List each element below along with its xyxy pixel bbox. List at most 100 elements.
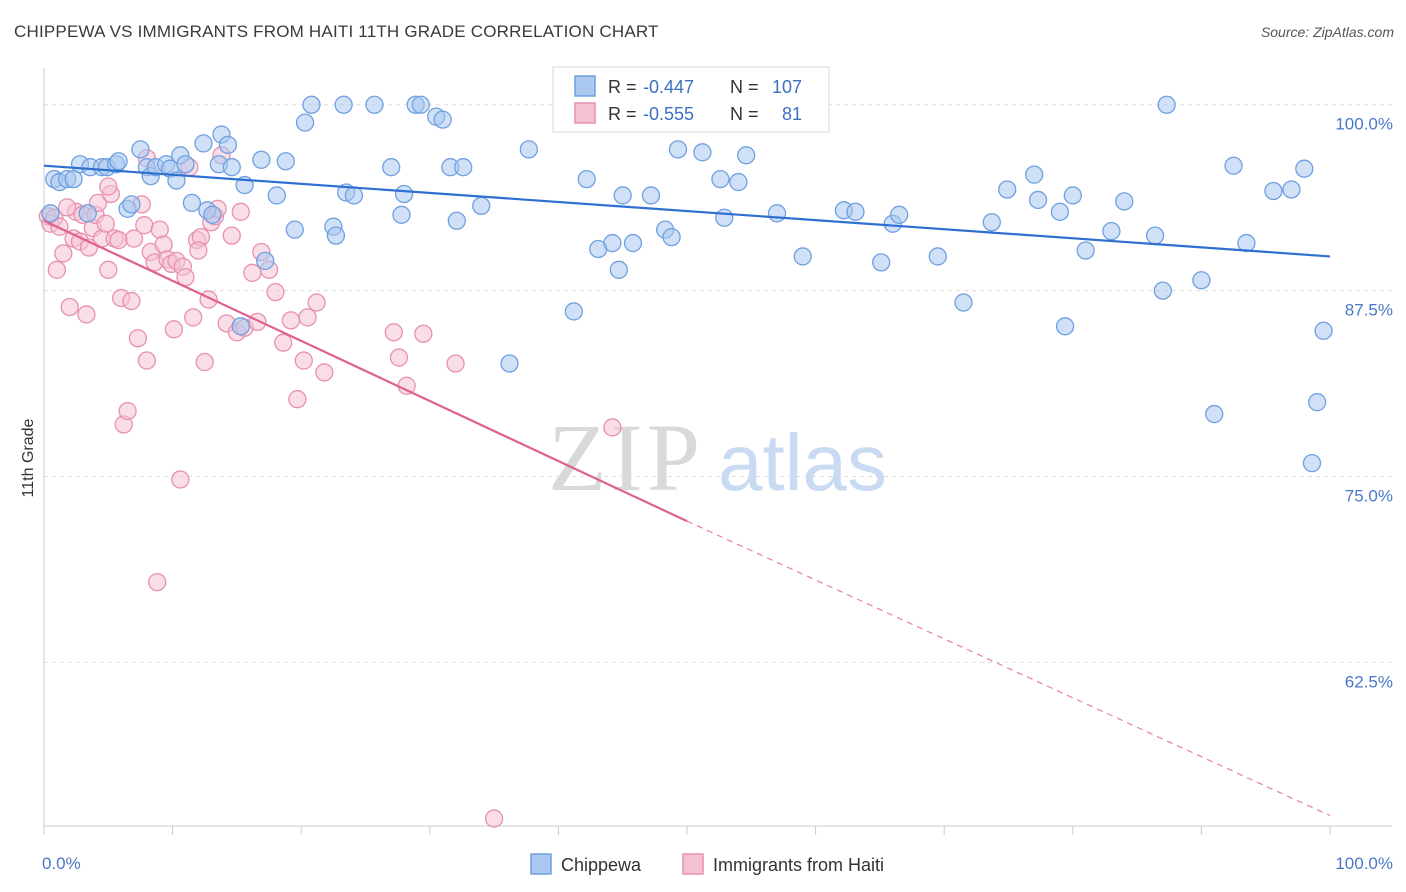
chart-title: CHIPPEWA VS IMMIGRANTS FROM HAITI 11TH G… — [14, 22, 659, 41]
haiti-point-34 — [150, 220, 169, 239]
watermark-atlas: atlas — [718, 418, 887, 507]
chippewa-point-75 — [767, 204, 787, 223]
chippewa-point-24 — [194, 134, 213, 153]
chippewa-point-29 — [218, 135, 238, 155]
chippewa-point-31 — [231, 317, 250, 336]
haiti-point-6 — [60, 297, 79, 317]
legend-n-value-chippewa: 107 — [772, 77, 802, 97]
chippewa-point-45 — [365, 95, 384, 114]
legend-n-value-haiti: 81 — [782, 104, 802, 124]
chippewa-point-92 — [1102, 221, 1121, 241]
haiti-point-3 — [47, 260, 67, 279]
haiti-point-24 — [118, 401, 137, 421]
y-tick-label-3: 62.5% — [1345, 672, 1393, 691]
haiti-point-38 — [164, 320, 184, 339]
legend-r-value-chippewa: -0.447 — [643, 77, 694, 97]
chippewa-point-42 — [334, 95, 353, 114]
legend-box — [552, 66, 830, 133]
haiti-point-66 — [294, 351, 313, 370]
haiti-point-25 — [122, 291, 141, 311]
haiti-point-47 — [195, 352, 214, 372]
chippewa-point-73 — [729, 172, 748, 192]
legend-n-label-haiti: N = — [730, 104, 759, 124]
x-tick-label-1: 100.0% — [1335, 854, 1393, 873]
haiti-point-11 — [77, 305, 96, 324]
chippewa-point-6 — [78, 204, 97, 223]
haiti-point-65 — [288, 390, 307, 409]
chippewa-point-79 — [872, 253, 891, 272]
haiti-point-64 — [281, 311, 301, 330]
axes — [43, 68, 1392, 835]
series-legend-swatch-haiti — [682, 853, 704, 875]
chippewa-point-102 — [1282, 180, 1301, 199]
chippewa-point-30 — [222, 158, 241, 177]
chippewa-point-14 — [131, 140, 150, 159]
series-haiti-points — [38, 146, 622, 828]
chippewa-point-104 — [1302, 453, 1322, 473]
chippewa-point-50 — [411, 95, 430, 114]
chippewa-point-96 — [1157, 95, 1176, 114]
y-tick-label-2: 75.0% — [1345, 487, 1393, 506]
chippewa-point-55 — [454, 158, 473, 177]
chippewa-point-86 — [1025, 165, 1044, 184]
chippewa-point-57 — [500, 354, 519, 373]
chippewa-point-41 — [326, 226, 346, 245]
haiti-point-26 — [124, 229, 144, 248]
series-legend-swatch-chippewa — [530, 853, 552, 875]
chippewa-point-26 — [203, 205, 222, 224]
chippewa-point-35 — [267, 186, 286, 205]
haiti-point-5 — [54, 244, 73, 263]
series-legend-label-chippewa: Chippewa — [561, 855, 642, 875]
chippewa-point-69 — [668, 140, 688, 159]
chippewa-point-56 — [472, 196, 491, 216]
y-tick-labels: 100.0% 87.5% 75.0% 62.5% — [1335, 115, 1393, 692]
chippewa-point-54 — [447, 211, 466, 230]
haiti-point-17 — [96, 214, 115, 233]
haiti-point-54 — [222, 226, 241, 245]
chippewa-point-99 — [1224, 156, 1243, 175]
chippewa-point-103 — [1295, 159, 1314, 178]
legend-swatch-haiti — [574, 102, 596, 124]
haiti-point-71 — [389, 348, 409, 367]
haiti-point-70 — [384, 323, 403, 342]
haiti-point-29 — [135, 216, 154, 235]
chippewa-point-44 — [344, 186, 364, 205]
chippewa-point-72 — [715, 208, 734, 227]
chippewa-point-85 — [998, 180, 1017, 199]
chippewa-point-83 — [954, 293, 973, 312]
chippewa-point-13 — [122, 195, 141, 214]
chippewa-point-89 — [1055, 317, 1075, 336]
series-legend-label-haiti: Immigrants from Haiti — [713, 855, 884, 875]
trend-lines — [43, 164, 1331, 817]
chippewa-point-68 — [662, 227, 681, 247]
chippewa-point-76 — [793, 247, 812, 266]
haiti-point-79 — [57, 198, 77, 217]
chippewa-point-70 — [693, 143, 712, 162]
haiti-point-67 — [298, 308, 317, 327]
legend-swatch-chippewa — [574, 75, 596, 97]
chippewa-point-58 — [519, 140, 538, 159]
haiti-point-78 — [99, 177, 118, 196]
chippewa-point-39 — [302, 95, 321, 114]
chippewa-point-95 — [1153, 281, 1172, 300]
chippewa-point-22 — [176, 155, 195, 174]
y-tick-label-0: 100.0% — [1335, 115, 1393, 134]
chippewa-point-100 — [1237, 233, 1256, 253]
chart-source: Source: ZipAtlas.com — [1260, 24, 1394, 40]
haiti-point-68 — [307, 293, 326, 312]
chippewa-point-65 — [623, 233, 643, 253]
chippewa-point-52 — [433, 110, 452, 129]
trend-line-haiti-extension — [686, 520, 1331, 817]
chippewa-point-88 — [1050, 202, 1070, 221]
chippewa-point-90 — [1063, 186, 1082, 205]
chippewa-point-94 — [1145, 226, 1165, 245]
haiti-point-56 — [231, 202, 250, 221]
legend-n-label-chippewa: N = — [730, 77, 759, 97]
legend-r-value-haiti: -0.555 — [643, 104, 694, 124]
chippewa-point-78 — [846, 202, 865, 221]
chippewa-point-74 — [737, 146, 756, 165]
x-tick-label-0: 0.0% — [42, 854, 81, 873]
chippewa-point-36 — [276, 152, 295, 171]
haiti-point-62 — [266, 282, 285, 302]
